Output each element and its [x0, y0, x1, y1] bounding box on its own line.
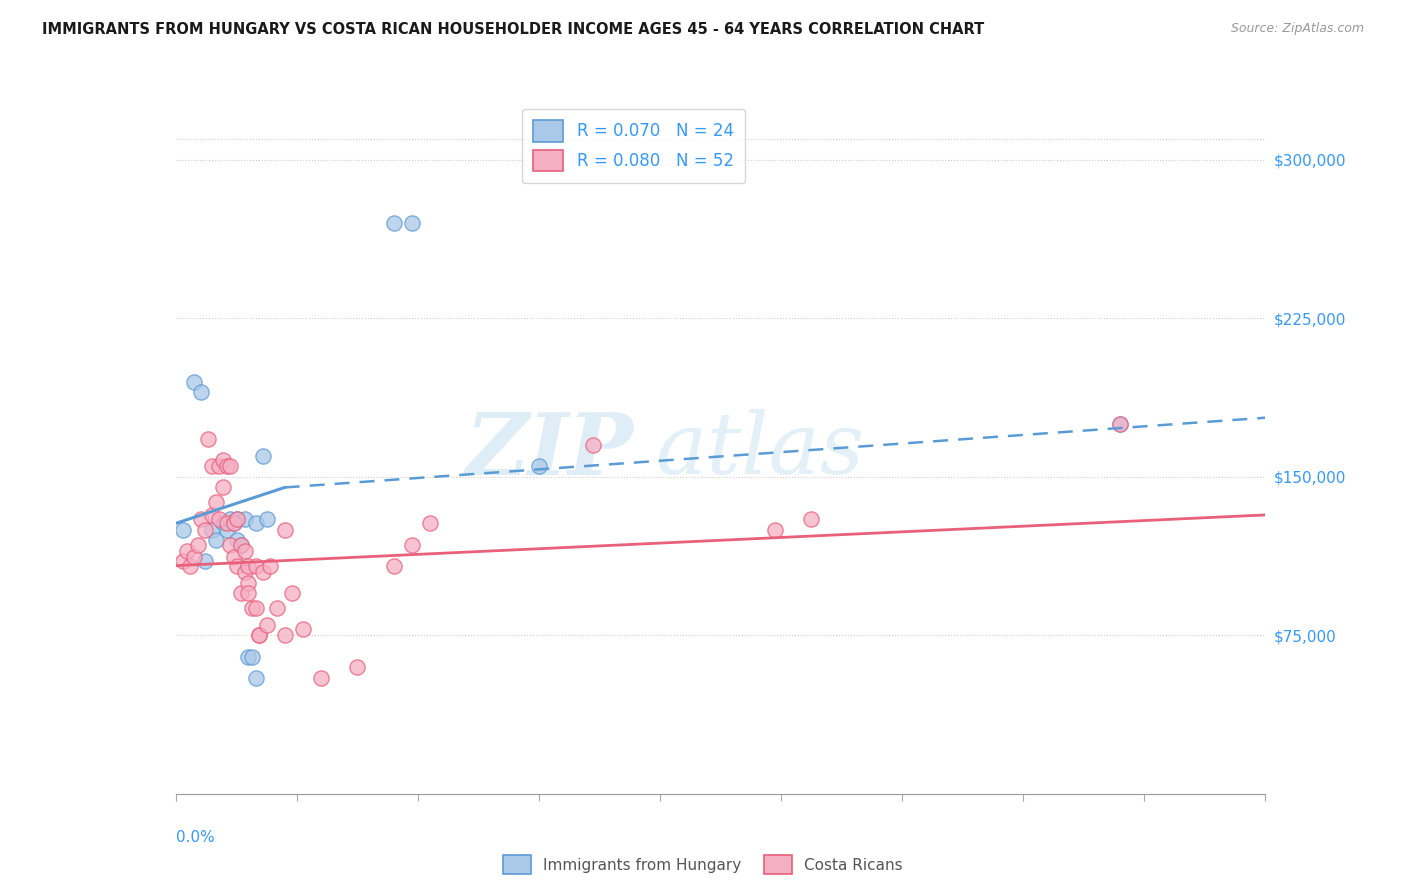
Point [382, 216, 405, 230]
Point [226, 533, 249, 548]
Point [245, 601, 267, 615]
Point [252, 565, 274, 579]
Text: Source: ZipAtlas.com: Source: ZipAtlas.com [1230, 22, 1364, 36]
Point [215, 523, 238, 537]
Point [212, 453, 235, 467]
Point [215, 459, 238, 474]
Point [401, 216, 423, 230]
Point [231, 586, 253, 600]
Point [172, 523, 194, 537]
Point [240, 601, 263, 615]
Point [274, 628, 297, 642]
Point [194, 523, 217, 537]
Point [252, 449, 274, 463]
Point [291, 622, 314, 636]
Point [1109, 417, 1132, 431]
Point [233, 544, 256, 558]
Point [800, 512, 823, 526]
Point [215, 516, 238, 531]
Point [219, 537, 242, 551]
Point [204, 495, 226, 509]
Point [194, 554, 217, 568]
Point [183, 550, 205, 565]
Point [212, 516, 235, 531]
Point [201, 459, 224, 474]
Point [222, 550, 245, 565]
Point [245, 558, 267, 573]
Point [346, 660, 368, 674]
Point [231, 537, 253, 551]
Point [259, 558, 281, 573]
Point [201, 508, 224, 522]
Point [190, 512, 212, 526]
Point [256, 512, 278, 526]
Point [219, 512, 242, 526]
Point [208, 459, 231, 474]
Point [201, 523, 224, 537]
Point [238, 558, 260, 573]
Point [281, 586, 304, 600]
Point [419, 516, 441, 531]
Point [226, 558, 249, 573]
Point [222, 516, 245, 531]
Text: IMMIGRANTS FROM HUNGARY VS COSTA RICAN HOUSEHOLDER INCOME AGES 45 - 64 YEARS COR: IMMIGRANTS FROM HUNGARY VS COSTA RICAN H… [42, 22, 984, 37]
Point [247, 628, 270, 642]
Point [1109, 417, 1132, 431]
Point [233, 512, 256, 526]
Point [245, 516, 267, 531]
Point [176, 544, 198, 558]
Point [256, 617, 278, 632]
Legend: Immigrants from Hungary, Costa Ricans: Immigrants from Hungary, Costa Ricans [498, 849, 908, 880]
Point [183, 375, 205, 389]
Point [247, 628, 270, 642]
Point [238, 575, 260, 590]
Point [763, 523, 786, 537]
Legend: R = 0.070   N = 24, R = 0.080   N = 52: R = 0.070 N = 24, R = 0.080 N = 52 [522, 109, 745, 183]
Point [186, 537, 209, 551]
Point [382, 558, 405, 573]
Point [222, 516, 245, 531]
Text: 0.0%: 0.0% [176, 830, 215, 845]
Point [233, 565, 256, 579]
Point [226, 512, 249, 526]
Point [582, 438, 605, 452]
Point [266, 601, 288, 615]
Text: atlas: atlas [655, 409, 865, 491]
Point [197, 432, 219, 446]
Point [204, 533, 226, 548]
Point [208, 512, 231, 526]
Point [274, 523, 297, 537]
Point [238, 586, 260, 600]
Text: ZIP: ZIP [465, 409, 633, 492]
Point [238, 649, 260, 664]
Point [240, 649, 263, 664]
Point [226, 512, 249, 526]
Point [179, 558, 201, 573]
Point [190, 385, 212, 400]
Point [245, 671, 267, 685]
Point [527, 459, 550, 474]
Point [172, 554, 194, 568]
Point [401, 537, 423, 551]
Point [219, 459, 242, 474]
Point [309, 671, 332, 685]
Point [231, 537, 253, 551]
Point [212, 480, 235, 494]
